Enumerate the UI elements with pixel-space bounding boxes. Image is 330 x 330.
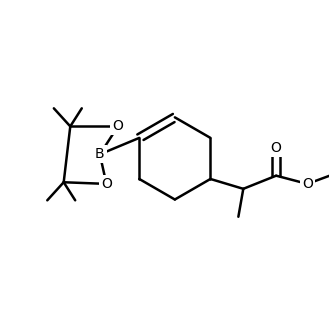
Text: O: O xyxy=(302,177,313,191)
Text: O: O xyxy=(101,177,112,191)
Text: O: O xyxy=(271,141,281,155)
Text: O: O xyxy=(113,119,123,133)
Text: B: B xyxy=(95,147,105,161)
